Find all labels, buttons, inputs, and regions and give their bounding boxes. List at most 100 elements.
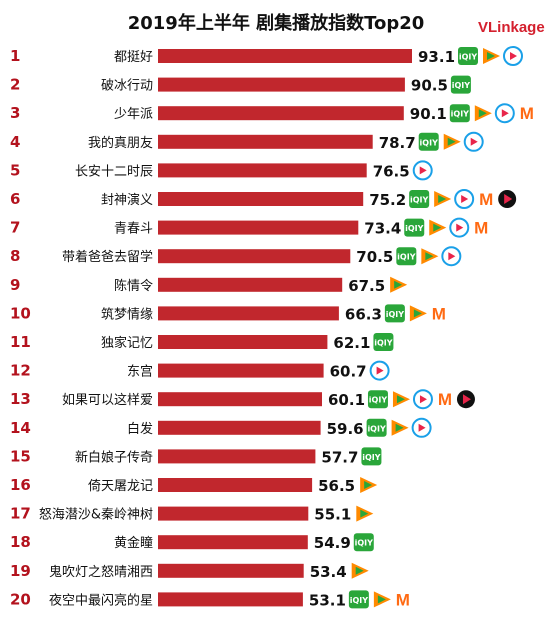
tencent-platform-icon [391, 419, 409, 436]
platform-icons [390, 276, 408, 293]
bar-row: 2 破冰行动 90.5 iQIY [10, 75, 471, 95]
iqiyi-icon-label: iQIY [405, 224, 424, 233]
value-label: 59.6 [327, 420, 364, 438]
bar-row: 7 青春斗 73.4 iQIY M [10, 217, 488, 238]
value-label: 70.5 [356, 248, 393, 266]
bar-row: 11 独家记忆 62.1 iQIY [10, 333, 394, 352]
tencent-icon-inner [478, 109, 487, 118]
iqiyi-platform-icon: iQIY [361, 447, 382, 466]
iqiyi-icon-label: iQIY [410, 196, 429, 205]
drama-name-label: 长安十二时辰 [75, 164, 153, 179]
bar-row: 13 如果可以这样爱 60.1 iQIY M [10, 389, 475, 410]
value-bar [158, 192, 364, 206]
rank-label: 1 [10, 47, 20, 65]
rank-label: 11 [10, 333, 31, 351]
iqiyi-platform-icon: iQIY [418, 132, 439, 151]
mango-platform-icon: M [438, 390, 452, 409]
bar-row: 8 带着爸爸去留学 70.5 iQIY [10, 246, 462, 267]
rank-label: 12 [10, 362, 31, 380]
youku-platform-icon [411, 417, 432, 438]
tencent-platform-icon [429, 219, 447, 236]
value-label: 56.5 [318, 477, 355, 495]
rank-label: 5 [10, 161, 20, 179]
bar-row: 15 新白娘子传奇 57.7 iQIY [10, 447, 382, 466]
tencent-platform-icon [434, 191, 452, 207]
platform-icons: iQIY [353, 533, 374, 552]
platform-icons: iQIY M [449, 103, 534, 124]
iqiyi-icon-bg [367, 390, 388, 409]
value-bar [158, 335, 328, 349]
mango-icon-glyph: M [479, 190, 493, 209]
iqiyi-icon-bg [409, 190, 430, 208]
iqiyi-platform-icon: iQIY [458, 47, 478, 65]
rank-label: 18 [10, 533, 31, 551]
tencent-icon-inner [360, 509, 369, 518]
tencent-platform-icon [443, 133, 461, 150]
drama-name-label: 东宫 [127, 365, 153, 380]
youku-platform-icon [463, 131, 484, 152]
drama-name-label: 都挺好 [114, 50, 153, 65]
drama-name-label: 白发 [127, 421, 153, 437]
value-label: 53.4 [310, 563, 347, 581]
tencent-icon-inner [394, 280, 403, 289]
iqiyi-icon-label: iQIY [374, 339, 393, 348]
tencent-platform-icon [390, 276, 408, 293]
value-bar [158, 249, 351, 264]
rank-label: 6 [10, 190, 20, 208]
rank-label: 13 [10, 390, 31, 408]
tencent-platform-icon [351, 562, 369, 579]
drama-name-label: 如果可以这样爱 [62, 392, 153, 408]
drama-name-label: 青春斗 [114, 222, 153, 237]
drama-name-label: 我的真朋友 [88, 135, 153, 151]
bar-row: 1 都挺好 93.1 iQIY [10, 46, 523, 66]
drama-name-label: 少年派 [114, 107, 153, 122]
value-bar [158, 535, 308, 550]
youku-platform-icon [449, 217, 470, 238]
iqiyi-icon-bg [353, 533, 374, 552]
platform-icons: iQIY M [348, 590, 410, 609]
youku-icon-play [418, 423, 426, 432]
youku-icon-play [456, 223, 464, 232]
tencent-platform-icon [373, 591, 391, 608]
iqiyi-icon-label: iQIY [367, 424, 386, 433]
value-bar [158, 277, 343, 292]
value-label: 57.7 [321, 448, 358, 466]
platform-icons [360, 477, 378, 493]
bar-row: 3 少年派 90.1 iQIY M [10, 103, 534, 124]
drama-name-label: 独家记忆 [101, 335, 153, 351]
tencent-platform-icon [421, 248, 439, 265]
tencent-icon-inner [396, 395, 405, 404]
value-label: 60.1 [328, 391, 365, 409]
value-bar [158, 563, 304, 578]
platform-icons: iQIY [458, 46, 523, 66]
drama-name-label: 怒海潜沙&秦岭神树 [39, 508, 153, 523]
iqiyi-icon-bg [450, 75, 471, 94]
tencent-platform-icon [409, 305, 427, 322]
rank-label: 15 [10, 447, 31, 465]
platform-icons: iQIY M [404, 217, 488, 238]
tencent-icon-inner [377, 595, 386, 604]
tencent-platform-icon [392, 391, 410, 408]
bar-row: 17 怒海潜沙&秦岭神树 55.1 [10, 505, 374, 524]
youku-icon-play [461, 195, 469, 203]
iqiyi-platform-icon: iQIY [409, 190, 430, 208]
bar-row: 5 长安十二时辰 76.5 [10, 160, 433, 181]
iqiyi-platform-icon: iQIY [404, 218, 425, 237]
platform-icons: iQIY M [384, 304, 446, 323]
rank-label: 16 [10, 476, 31, 494]
iqiyi-platform-icon: iQIY [366, 418, 387, 437]
iqiyi-icon-label: iQIY [452, 81, 471, 90]
value-bar [158, 163, 367, 178]
mango-platform-icon: M [396, 590, 410, 609]
youku-platform-icon [503, 46, 523, 66]
chart-title: 2019年上半年 剧集播放指数Top20 [128, 12, 425, 34]
iqiyi-icon-bg [373, 333, 394, 351]
iqiyi-icon-label: iQIY [397, 253, 416, 262]
tencent-platform-icon [356, 505, 374, 522]
mango-platform-icon: M [474, 219, 488, 238]
value-label: 66.3 [345, 305, 382, 323]
youku-icon-play [448, 252, 456, 261]
youku-icon-play [419, 395, 427, 404]
sohu-icon-play [462, 394, 471, 405]
bar-row: 6 封神演义 75.2 iQIY M [10, 189, 517, 209]
